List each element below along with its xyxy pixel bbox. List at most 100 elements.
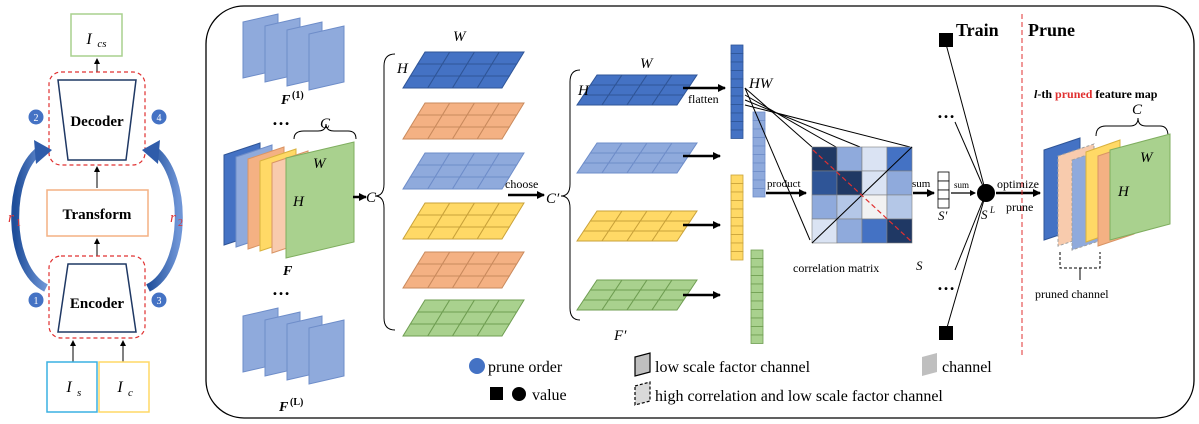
output-label-sub: cs: [97, 38, 106, 50]
vector-4: [750, 249, 764, 344]
vector-cell: [730, 95, 744, 105]
vector-cell: [752, 111, 766, 121]
W-label-F: W: [313, 156, 327, 172]
chosen-grids-column: [576, 74, 698, 311]
vector-3: [730, 174, 744, 261]
vector-cell: [730, 200, 744, 210]
vector-cell: [752, 145, 766, 155]
encoder-group: [48, 255, 146, 339]
transform-box: [46, 189, 149, 237]
matrix-cell: [836, 170, 863, 196]
vector-cell: [730, 242, 744, 252]
output-box: [70, 13, 123, 57]
main-panel-frame: [205, 5, 1195, 419]
channel-grid-6: [402, 299, 525, 337]
vector-cell: [730, 234, 744, 244]
flattened-vectors: [730, 44, 766, 344]
step-3-badge: 3: [151, 292, 167, 308]
legend-prune-order-icon: [469, 358, 485, 374]
correlation-matrix: [811, 146, 913, 244]
F-label: F: [282, 264, 293, 279]
output-label: I: [85, 31, 92, 48]
dots-bottom: …: [272, 279, 290, 299]
flatten-label: flatten: [688, 92, 719, 106]
vector-cell: [730, 225, 744, 235]
grid-cell: [651, 162, 685, 174]
matrix-cell: [886, 170, 913, 196]
grid-cell: [476, 126, 511, 140]
grid-cell: [476, 75, 511, 89]
decoder-shape: [57, 79, 137, 161]
HW-label: HW: [748, 76, 774, 92]
channel-grid-1: [402, 51, 525, 89]
FL-label: F: [278, 400, 289, 415]
vector-cell: [730, 53, 744, 63]
dots-top: …: [272, 109, 290, 129]
brace-C-pruned: [1095, 117, 1169, 137]
train-heading: Train: [956, 20, 999, 40]
vector-cell: [730, 183, 744, 193]
vector-cell: [752, 162, 766, 172]
vector-cell: [750, 300, 764, 310]
grid-cell: [476, 275, 511, 289]
pruned-map-title: l-th pruned feature map: [1034, 87, 1158, 101]
matrix-cell: [836, 218, 863, 244]
r2-curve-arrow: [145, 146, 183, 292]
vector-cell: [750, 309, 764, 319]
vector-cell: [730, 87, 744, 97]
chosen-grid-4: [576, 279, 698, 311]
encoder-label: Encoder: [70, 296, 125, 312]
vector-cell: [730, 217, 744, 227]
C-label-top: C: [320, 116, 331, 132]
legend-low-scale: low scale factor channel: [655, 359, 811, 376]
W-label-pruned: W: [1140, 150, 1154, 166]
matrix-cell: [861, 146, 888, 172]
value-square-top: [939, 33, 953, 47]
grid-cell: [476, 323, 511, 337]
C-label-pruned: C: [1132, 102, 1143, 118]
legend-value-square-icon: [490, 387, 503, 400]
prune-label: prune: [1006, 200, 1033, 214]
vector-1: [730, 44, 744, 139]
vector-cell: [752, 137, 766, 147]
step-1-badge: 1: [28, 292, 44, 308]
optimize-label: optimize: [997, 177, 1039, 191]
SL-node: [977, 184, 995, 202]
vector-cell: [752, 154, 766, 164]
input-style-label: I: [65, 379, 72, 396]
choose-label: choose: [505, 177, 538, 191]
vector-cell: [750, 292, 764, 302]
H-label-grid: H: [396, 61, 409, 77]
svg-text:3: 3: [157, 296, 162, 307]
vector-cell: [750, 326, 764, 336]
W-label-chosen: W: [640, 56, 654, 72]
vector-cell: [750, 266, 764, 276]
matrix-diagonal: [812, 149, 913, 243]
F1-label: F: [280, 93, 291, 108]
dots-values-top: …: [937, 102, 955, 122]
vector-cell: [730, 70, 744, 80]
Fprime-label: F′: [613, 328, 627, 344]
channel-grid-2: [402, 102, 525, 140]
legend: prune order low scale factor channel cha…: [469, 352, 992, 406]
S-label: S: [916, 258, 923, 273]
brace-Cprime-grids: [560, 69, 581, 321]
sum-label: sum: [912, 178, 931, 190]
W-label-grid: W: [453, 29, 467, 45]
Sprime-label: S′: [938, 208, 948, 223]
grid-cell: [651, 299, 685, 311]
brace-C-grids: [374, 53, 396, 331]
vector-cell: [730, 191, 744, 201]
matrix-cell: [861, 218, 888, 244]
legend-high-corr: high correlation and low scale factor ch…: [655, 388, 943, 405]
step-2-badge: 2: [28, 109, 44, 125]
product-label: product: [767, 178, 801, 190]
matrix-cell: [811, 170, 838, 196]
svec-cell: [937, 189, 950, 200]
legend-value-circle-icon: [512, 387, 526, 401]
correlation-matrix-label: correlation matrix: [793, 261, 879, 275]
vector-cell: [730, 174, 744, 184]
decoder-label: Decoder: [70, 114, 124, 130]
input-style-sub: s: [77, 387, 81, 399]
